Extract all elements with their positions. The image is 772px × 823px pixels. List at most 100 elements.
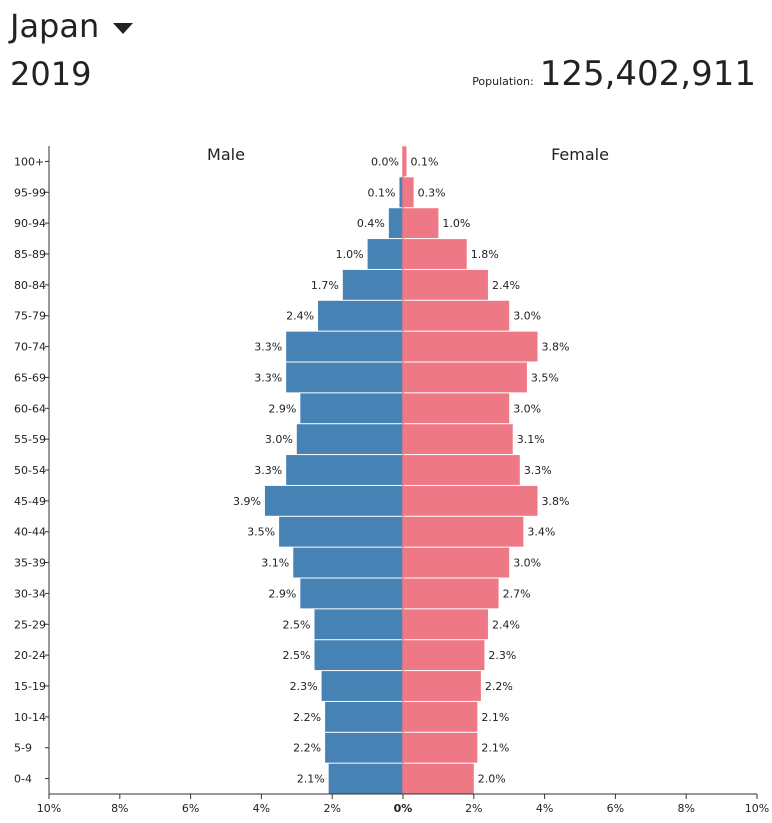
data-label-female: 0.1% [411,155,439,168]
data-label-female: 3.3% [524,464,552,477]
data-label-female: 1.0% [442,217,470,230]
bar-female [403,763,474,794]
country-selector[interactable]: Japan [10,4,134,48]
bar-female [403,485,538,516]
data-label-female: 2.1% [481,711,509,724]
data-label-female: 3.0% [513,557,541,570]
data-label-male: 0.1% [368,186,396,199]
bar-male [293,547,403,578]
data-label-female: 3.4% [527,526,555,539]
bar-female [403,239,467,269]
bar-female [403,362,527,393]
bar-female [403,269,488,300]
population-value: 125,402,911 [539,54,756,94]
y-tick-label: 70-74 [14,341,46,354]
bar-male [328,763,403,794]
data-label-male: 1.7% [311,279,339,292]
series-label-male: Male [207,145,245,164]
bar-male [388,208,403,239]
x-tick-label: 0% [394,802,413,815]
caret-down-icon[interactable] [113,22,134,34]
y-tick-label: 100+ [14,155,44,168]
population-display: Population: 125,402,911 [472,52,756,96]
bar-male [399,177,403,208]
bar-female [403,424,513,455]
data-label-male: 2.5% [283,649,311,662]
data-label-male: 2.4% [286,310,314,323]
data-label-female: 3.8% [542,341,570,354]
bar-male [321,671,403,701]
data-label-female: 0.3% [418,186,446,199]
y-tick-label: 45-49 [14,495,46,508]
bar-female [403,331,538,362]
country-name: Japan [10,7,100,45]
bar-male [342,269,403,300]
year-label: 2019 [10,55,92,93]
x-tick-label: 8% [677,802,694,815]
bar-female [403,455,520,485]
x-tick-label: 6% [182,802,199,815]
bar-male [325,701,403,732]
bar-male [367,239,403,269]
bar-female [403,300,510,331]
y-tick-label: 95-99 [14,186,46,199]
bar-female [403,671,481,701]
y-tick-label: 15-19 [14,680,46,693]
y-tick-label: 55-59 [14,433,46,446]
data-label-male: 3.3% [254,464,282,477]
data-label-male: 2.2% [293,711,321,724]
bar-male [314,609,403,640]
y-tick-label: 5-9 [14,742,32,755]
data-label-male: 2.9% [268,402,296,415]
x-tick-label: 8% [111,802,128,815]
bar-female [403,177,414,208]
bar-female [403,516,524,547]
data-label-female: 2.4% [492,279,520,292]
bar-female [403,578,499,609]
bar-male [325,732,403,763]
population-label: Population: [472,75,534,88]
y-tick-label: 90-94 [14,217,46,230]
data-label-female: 2.2% [485,680,513,693]
data-label-male: 3.0% [265,433,293,446]
data-label-male: 3.9% [233,495,261,508]
data-label-female: 2.3% [488,649,516,662]
bar-female [403,732,478,763]
bar-female [403,701,478,732]
bar-male [286,362,403,393]
data-label-male: 2.5% [283,618,311,631]
data-label-female: 3.1% [517,433,545,446]
bar-female [403,146,407,177]
data-label-male: 2.2% [293,742,321,755]
y-tick-label: 20-24 [14,649,46,662]
y-tick-label: 75-79 [14,310,46,323]
x-tick-label: 4% [253,802,270,815]
data-label-male: 0.4% [357,217,385,230]
x-tick-label: 4% [536,802,553,815]
bar-male [279,516,403,547]
data-label-male: 2.3% [290,680,318,693]
y-tick-label: 85-89 [14,248,46,261]
data-label-male: 3.3% [254,371,282,384]
bar-male [314,640,403,671]
y-tick-label: 60-64 [14,402,46,415]
bar-male [286,455,403,485]
data-label-female: 3.5% [531,371,559,384]
bar-female [403,393,510,424]
data-label-female: 2.4% [492,618,520,631]
y-tick-label: 10-14 [14,711,46,724]
data-label-male: 1.0% [336,248,364,261]
series-label-female: Female [551,145,609,164]
data-label-male: 3.1% [261,557,289,570]
x-tick-label: 10% [37,802,61,815]
y-tick-label: 50-54 [14,464,46,477]
y-tick-label: 35-39 [14,557,46,570]
x-tick-label: 6% [607,802,624,815]
data-label-female: 3.8% [542,495,570,508]
data-label-male: 3.5% [247,526,275,539]
data-label-female: 2.7% [503,587,531,600]
x-tick-label: 2% [465,802,482,815]
bar-male [300,393,403,424]
data-label-female: 3.0% [513,402,541,415]
